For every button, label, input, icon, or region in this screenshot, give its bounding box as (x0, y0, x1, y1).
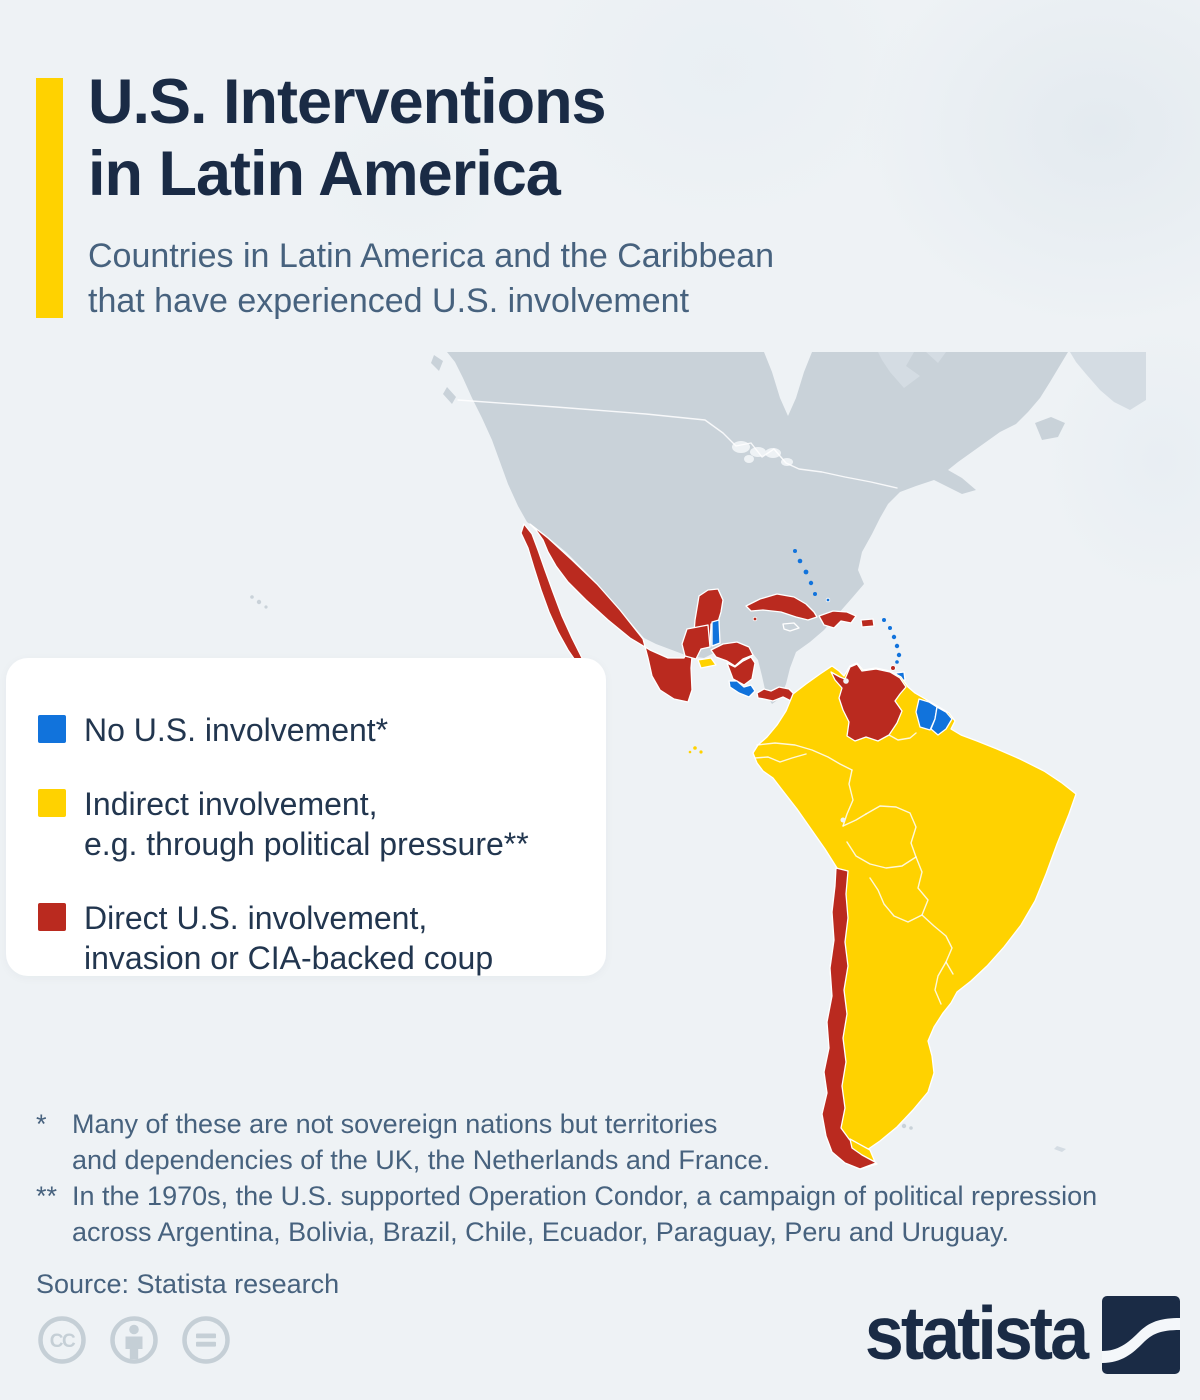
hawaii-islands (250, 595, 268, 609)
south-america-indirect-countries (752, 662, 1077, 1170)
cc-by-person-icon[interactable] (108, 1314, 160, 1366)
turks-and-caicos (825, 597, 831, 603)
country-belize (711, 619, 721, 647)
country-mexico (529, 523, 724, 703)
legend-label-line: Direct U.S. involvement, (84, 900, 428, 936)
cc-nd-equals-icon[interactable] (180, 1314, 232, 1366)
subtitle-line-2: that have experienced U.S. involvement (88, 282, 690, 320)
legend: No U.S. involvement* Indirect involvemen… (6, 658, 606, 976)
statista-logo-icon (1102, 1296, 1180, 1374)
legend-label-line: Indirect involvement, (84, 786, 378, 822)
legend-swatch-blue (38, 715, 66, 743)
footnote-2-line-1: In the 1970s, the U.S. supported Operati… (72, 1181, 1098, 1211)
footnote-2: ** In the 1970s, the U.S. supported Oper… (36, 1178, 1176, 1250)
country-panama (756, 686, 796, 702)
country-venezuela (830, 663, 907, 742)
footnote-1-line-1: Many of these are not sovereign nations … (72, 1109, 718, 1139)
south-georgia-island (1054, 1146, 1066, 1152)
title-line-2: in Latin America (88, 139, 561, 209)
footnote-1: * Many of these are not sovereign nation… (36, 1106, 1176, 1178)
legend-item-no-involvement: No U.S. involvement* (38, 710, 588, 750)
country-guatemala (681, 624, 711, 660)
legend-swatch-red (38, 903, 66, 931)
tierra-del-fuego-argentina (849, 1138, 876, 1163)
footnote-1-marker: * (36, 1109, 47, 1139)
newfoundland-island (1035, 417, 1065, 440)
legend-item-indirect: Indirect involvement, e.g. through polit… (38, 784, 588, 864)
footnote-1-line-2: and dependencies of the UK, the Netherla… (72, 1145, 770, 1175)
legend-swatch-yellow (38, 789, 66, 817)
lake-maracaibo (843, 678, 849, 684)
subtitle-line-1: Countries in Latin America and the Carib… (88, 237, 775, 275)
country-greenland (1070, 352, 1146, 410)
cc-icon[interactable]: CC (36, 1314, 88, 1366)
legend-label-line: No U.S. involvement* (84, 712, 389, 748)
footnote-2-line-2: across Argentina, Bolivia, Brazil, Chile… (72, 1217, 1009, 1247)
country-honduras (710, 641, 754, 667)
country-borders (754, 732, 954, 1005)
legend-label: Indirect involvement, e.g. through polit… (84, 784, 529, 864)
page-subtitle: Countries in Latin America and the Carib… (88, 234, 774, 324)
country-usa-canada (447, 352, 1068, 704)
page-title: U.S. Interventions in Latin America (88, 66, 607, 210)
arctic-island (926, 352, 946, 363)
license-icons: CC (36, 1314, 232, 1366)
legend-item-direct: Direct U.S. involvement, invasion or CIA… (38, 898, 588, 978)
cayman-islands (752, 616, 758, 622)
lake-titicaca (840, 817, 846, 823)
legend-label-line: e.g. through political pressure** (84, 826, 529, 862)
source: Source: Statista research (36, 1269, 340, 1299)
falkland-islands (901, 1123, 913, 1130)
country-el-salvador (697, 657, 717, 669)
svg-text:CC: CC (50, 1331, 76, 1352)
country-cuba (745, 593, 818, 621)
island-hispaniola (818, 610, 857, 629)
baffin-island (878, 352, 920, 388)
us-canada-border (457, 399, 898, 489)
galapagos-islands (688, 746, 703, 754)
statista-brand[interactable]: statista (865, 1292, 1180, 1374)
footnote-2-marker: ** (36, 1181, 58, 1211)
vancouver-island (443, 387, 456, 404)
country-french-guiana (930, 706, 953, 736)
lesser-antilles-islands (882, 618, 902, 664)
country-puerto-rico (860, 618, 875, 628)
legend-label: No U.S. involvement* (84, 710, 388, 750)
country-grenada (890, 665, 896, 671)
statista-wordmark: statista (864, 1290, 1089, 1376)
title-accent-bar (36, 78, 63, 318)
alaska-fragment (431, 355, 443, 371)
legend-label: Direct U.S. involvement, invasion or CIA… (84, 898, 493, 978)
title-line-1: U.S. Interventions (88, 67, 607, 137)
country-costa-rica (728, 680, 756, 698)
bahamas-islands (793, 549, 817, 596)
footnotes: * Many of these are not sovereign nation… (36, 1106, 1176, 1302)
country-jamaica (782, 622, 800, 632)
legend-label-line: invasion or CIA-backed coup (84, 940, 494, 976)
